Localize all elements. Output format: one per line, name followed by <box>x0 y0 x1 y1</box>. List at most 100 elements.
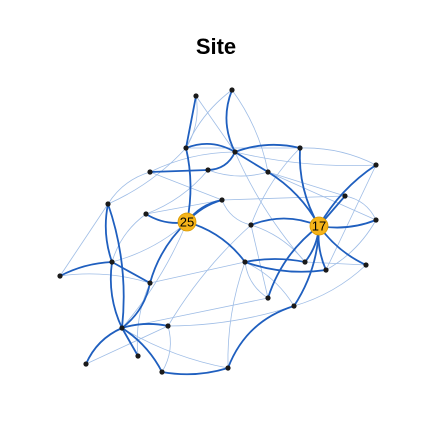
weak-edge <box>121 327 229 369</box>
weak-edge <box>227 261 246 369</box>
graph-node <box>135 353 141 359</box>
strong-edge <box>186 221 246 263</box>
graph-node <box>205 167 211 173</box>
weak-edges-group <box>59 89 377 373</box>
weak-edge <box>250 147 301 226</box>
hub-label: 25 <box>180 215 194 230</box>
weak-edge <box>167 224 252 327</box>
graph-node <box>165 323 171 329</box>
weak-edge <box>244 261 269 299</box>
weak-edge <box>293 264 367 307</box>
hub-label: 17 <box>312 219 326 234</box>
strong-edge <box>161 367 229 376</box>
nodes-group <box>57 87 379 375</box>
graph-node <box>147 280 153 286</box>
weak-edge <box>267 171 377 221</box>
hub-node-25: 25 <box>177 212 197 232</box>
weak-edge <box>136 282 151 357</box>
strong-edge <box>185 147 192 223</box>
strong-edge <box>121 323 169 329</box>
graph-node <box>373 217 379 223</box>
weak-edge <box>221 199 252 226</box>
weak-edge <box>344 195 377 221</box>
weak-edge <box>234 151 377 166</box>
weak-edge <box>231 89 269 173</box>
graph-node <box>225 365 231 371</box>
strong-edge <box>121 327 163 373</box>
graph-node <box>232 149 238 155</box>
hub-node-17: 17 <box>309 216 329 236</box>
weak-edge <box>149 261 246 284</box>
strong-edge <box>207 151 236 171</box>
graph-node <box>193 93 199 99</box>
weak-edge <box>167 305 295 327</box>
weak-edge <box>195 95 236 153</box>
weak-edge <box>149 171 223 201</box>
weak-edge <box>325 219 377 271</box>
strong-edge <box>111 261 151 284</box>
weak-edge <box>185 89 233 149</box>
strong-edge <box>149 169 209 173</box>
graph-node <box>297 145 303 151</box>
graph-node <box>248 222 254 228</box>
weak-edge <box>85 325 169 365</box>
weak-edge <box>59 273 151 284</box>
weak-edge <box>185 95 198 149</box>
graph-node <box>265 169 271 175</box>
weak-edge <box>107 147 187 205</box>
graph-node <box>143 211 149 217</box>
weak-edge <box>244 261 295 307</box>
graph-node <box>147 169 153 175</box>
weak-edge <box>250 224 306 263</box>
strong-edge <box>234 151 269 173</box>
graph-node <box>105 201 111 207</box>
strong-edge <box>185 95 197 149</box>
weak-edge <box>250 224 269 299</box>
weak-edge <box>111 221 188 263</box>
weak-edge <box>145 199 223 215</box>
graph-node <box>242 259 248 265</box>
hub-circle <box>309 216 329 236</box>
graph-node <box>119 325 125 331</box>
weak-edge <box>121 221 188 329</box>
strong-edge <box>149 221 188 284</box>
strong-edge <box>107 203 125 329</box>
hub-circle <box>177 212 197 232</box>
weak-edge <box>145 169 209 215</box>
weak-edge <box>234 151 306 263</box>
weak-edge <box>111 213 147 263</box>
hubs-group: 25 17 <box>177 212 329 236</box>
weak-edge <box>161 325 171 373</box>
weak-edge <box>267 171 346 197</box>
graph-node <box>363 262 369 268</box>
graph-node <box>229 87 235 93</box>
strong-edge <box>121 282 151 329</box>
graph-node <box>83 361 89 367</box>
graph-node <box>265 295 271 301</box>
weak-edge <box>221 195 346 201</box>
graph-node <box>373 162 379 168</box>
weak-edge <box>107 171 151 205</box>
weak-edge <box>207 169 269 177</box>
weak-edge <box>299 147 377 166</box>
strong-edge <box>59 261 113 277</box>
graph-node <box>159 369 165 375</box>
strong-edge <box>244 258 306 263</box>
graph-node <box>291 303 297 309</box>
strong-edge <box>293 225 320 307</box>
graph-node <box>219 197 225 203</box>
graph-node <box>342 193 348 199</box>
strong-edge <box>227 305 295 369</box>
strong-edges-group <box>59 89 377 376</box>
graph-node <box>183 145 189 151</box>
weak-edge <box>304 261 367 266</box>
weak-edge <box>149 151 236 173</box>
strong-edge <box>234 143 301 153</box>
strong-edge <box>121 327 139 357</box>
strong-edge <box>109 261 123 329</box>
strong-edge <box>185 142 236 153</box>
strong-edge <box>104 203 113 263</box>
strong-edge <box>250 217 320 227</box>
